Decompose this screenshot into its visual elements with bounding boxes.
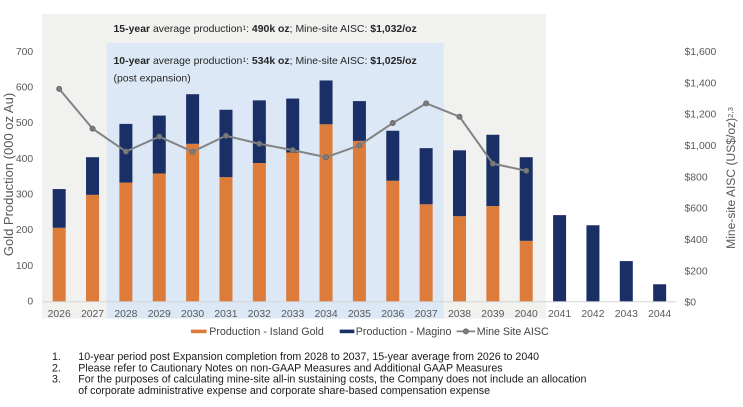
- svg-text:$1,600: $1,600: [685, 47, 717, 58]
- svg-text:Mine Site AISC: Mine Site AISC: [477, 326, 549, 338]
- svg-text:2031: 2031: [214, 309, 237, 320]
- svg-text:2030: 2030: [181, 309, 204, 320]
- svg-text:Gold Production (000 oz Au): Gold Production (000 oz Au): [1, 93, 16, 256]
- svg-text:600: 600: [16, 83, 34, 94]
- svg-text:$1,400: $1,400: [685, 78, 717, 89]
- svg-text:2035: 2035: [348, 309, 371, 320]
- svg-text:Please refer to Cautionary Not: Please refer to Cautionary Notes on non-…: [78, 362, 502, 374]
- svg-text:2039: 2039: [481, 309, 504, 320]
- svg-text:2026: 2026: [48, 309, 71, 320]
- svg-text:15-year average production1: 4: 15-year average production1: 490k oz; Mi…: [114, 24, 417, 35]
- svg-text:2041: 2041: [548, 309, 571, 320]
- svg-text:Production - Magino: Production - Magino: [356, 326, 452, 338]
- svg-text:2043: 2043: [615, 309, 638, 320]
- svg-text:$1,200: $1,200: [685, 110, 717, 121]
- svg-text:$600: $600: [685, 204, 708, 215]
- svg-text:2033: 2033: [281, 309, 304, 320]
- svg-text:2029: 2029: [148, 309, 171, 320]
- svg-text:3.: 3.: [52, 374, 61, 386]
- svg-text:For the purposes of calculatin: For the purposes of calculating mine-sit…: [78, 374, 586, 386]
- svg-text:100: 100: [16, 261, 34, 272]
- svg-text:$800: $800: [685, 172, 708, 183]
- svg-text:2044: 2044: [648, 309, 671, 320]
- svg-text:Production - Island Gold: Production - Island Gold: [209, 326, 324, 338]
- svg-text:2027: 2027: [81, 309, 104, 320]
- svg-text:2028: 2028: [114, 309, 137, 320]
- svg-text:2032: 2032: [248, 309, 271, 320]
- svg-text:200: 200: [16, 225, 34, 236]
- svg-text:Mine-site AISC (US$/oz)2,3: Mine-site AISC (US$/oz)2,3: [724, 107, 738, 249]
- svg-text:$0: $0: [685, 298, 697, 309]
- svg-text:2036: 2036: [381, 309, 404, 320]
- svg-text:10-year average production1: 5: 10-year average production1: 534k oz; Mi…: [114, 56, 417, 67]
- svg-text:$1,000: $1,000: [685, 141, 717, 152]
- svg-text:1.: 1.: [52, 351, 61, 363]
- svg-text:300: 300: [16, 190, 34, 201]
- svg-text:(post expansion): (post expansion): [114, 74, 191, 85]
- svg-text:2038: 2038: [448, 309, 471, 320]
- svg-text:of corporate administrative ex: of corporate administrative expense and …: [78, 385, 490, 397]
- svg-text:2037: 2037: [415, 309, 438, 320]
- svg-text:$200: $200: [685, 266, 708, 277]
- svg-text:2.: 2.: [52, 362, 61, 374]
- svg-text:500: 500: [16, 118, 34, 129]
- svg-text:0: 0: [27, 297, 33, 308]
- svg-text:400: 400: [16, 154, 34, 165]
- svg-text:10-year period post Expansion: 10-year period post Expansion completion…: [78, 351, 539, 363]
- svg-text:$400: $400: [685, 235, 708, 246]
- svg-text:2040: 2040: [515, 309, 538, 320]
- svg-text:700: 700: [16, 47, 34, 58]
- svg-text:2042: 2042: [581, 309, 604, 320]
- svg-text:2034: 2034: [314, 309, 337, 320]
